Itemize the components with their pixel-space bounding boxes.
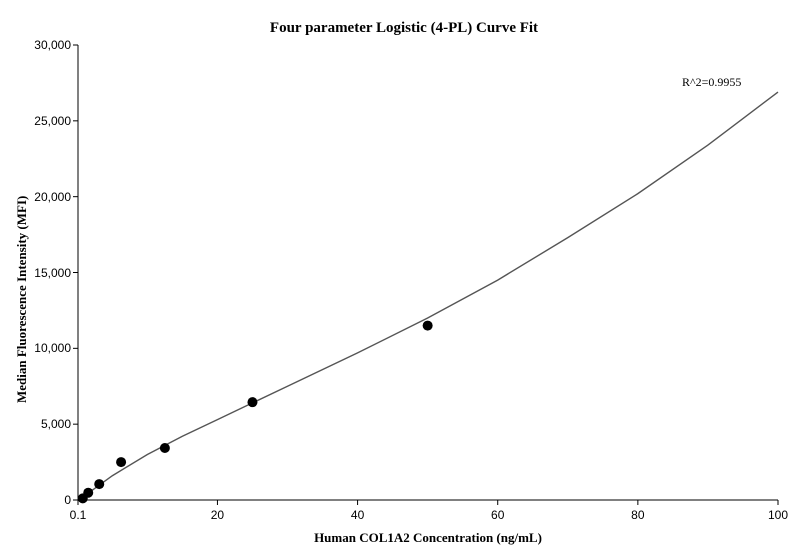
plot-area — [78, 45, 778, 500]
x-tick-label: 100 — [758, 508, 798, 522]
y-tick-label: 0 — [23, 493, 71, 507]
x-tick-label: 60 — [478, 508, 518, 522]
x-tick-label: 80 — [618, 508, 658, 522]
chart-container: Four parameter Logistic (4-PL) Curve Fit… — [0, 0, 808, 560]
y-tick-label: 15,000 — [23, 266, 71, 280]
x-axis-label: Human COL1A2 Concentration (ng/mL) — [78, 530, 778, 546]
data-point — [423, 321, 433, 331]
data-point — [94, 479, 104, 489]
chart-title: Four parameter Logistic (4-PL) Curve Fit — [0, 20, 808, 37]
y-axis-label: Median Fluorescence Intensity (MFI) — [14, 195, 30, 402]
x-tick-label: 40 — [338, 508, 378, 522]
data-point — [247, 397, 257, 407]
x-tick-label: 20 — [197, 508, 237, 522]
data-point — [160, 443, 170, 453]
fit-curve — [78, 92, 778, 499]
y-tick-label: 5,000 — [23, 417, 71, 431]
y-tick-label: 10,000 — [23, 341, 71, 355]
y-tick-label: 25,000 — [23, 114, 71, 128]
data-point — [116, 457, 126, 467]
r-squared-annotation: R^2=0.9955 — [682, 75, 741, 90]
y-tick-label: 20,000 — [23, 190, 71, 204]
data-point — [83, 488, 93, 498]
y-tick-label: 30,000 — [23, 38, 71, 52]
x-tick-label: 0.1 — [58, 508, 98, 522]
plot-svg — [78, 45, 778, 500]
